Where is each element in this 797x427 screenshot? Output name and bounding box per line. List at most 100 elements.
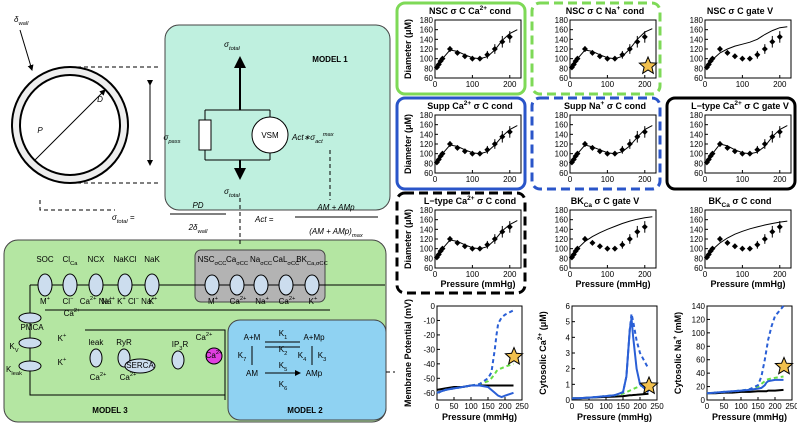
label-part: 3 <box>179 346 182 352</box>
label-part: Cl <box>63 297 71 306</box>
x-tick-label: 0 <box>433 175 438 184</box>
data-point <box>731 53 738 60</box>
label-part: 4 <box>303 357 307 363</box>
x-tick-label: 0 <box>570 402 575 411</box>
label-part: Na <box>255 297 266 306</box>
y-tick-label: 80 <box>694 159 703 168</box>
label-part: Pressure (mmHg) <box>712 412 787 422</box>
label-part: NSC <box>198 255 215 264</box>
diagram-label: AM <box>246 369 258 378</box>
y-tick-label: 80 <box>424 254 433 263</box>
y-tick-label: 2 <box>566 365 571 374</box>
label-part: Ca <box>196 333 207 342</box>
x-tick-label: 250 <box>650 402 664 411</box>
label-part: Act = <box>254 215 274 224</box>
x-tick-label: 100 <box>736 270 750 279</box>
x-tick-label: 100 <box>464 402 478 411</box>
channel <box>304 274 320 296</box>
y-tick-label: 100 <box>555 55 569 64</box>
channel <box>229 274 245 296</box>
diagram-label: A+M <box>244 333 261 342</box>
y-tick-label: 60 <box>424 74 433 83</box>
label-part: NSC σ C Ca <box>429 6 481 16</box>
label-part: 2+ <box>216 350 223 356</box>
label-part: Cl <box>63 255 71 264</box>
label-part: 2+ <box>464 100 472 107</box>
y-tick-label: 180 <box>555 16 569 25</box>
panel-frame <box>395 191 527 295</box>
label-part: Pressure (mmHg) <box>577 412 652 422</box>
y-tick-label: -30 <box>423 345 435 354</box>
data-point <box>754 51 761 58</box>
label-part: 2+ <box>537 333 544 341</box>
y-tick-label: 60 <box>559 264 568 273</box>
label-part: 2+ <box>240 296 247 302</box>
data-point <box>484 51 491 58</box>
x-tick-label: 100 <box>736 175 750 184</box>
y-tick-label: 120 <box>690 140 704 149</box>
x-tick-label: 200 <box>503 175 517 184</box>
label-part: K <box>309 297 315 306</box>
y-tick-label: 180 <box>690 206 704 215</box>
y-tick-label: 0 <box>566 396 571 405</box>
x-tick-label: 0 <box>433 270 438 279</box>
plot-area <box>436 305 523 401</box>
y-tick-label: 140 <box>555 130 569 139</box>
data-point <box>581 141 588 147</box>
diagram-label: IP3R <box>172 340 189 352</box>
data-point <box>589 239 596 246</box>
label-part: total <box>229 193 241 199</box>
label-part: + <box>314 296 318 302</box>
label-part: + <box>109 296 113 302</box>
label-part: σ C cond <box>730 196 772 206</box>
x-tick-label: 200 <box>633 402 647 411</box>
y-tick-label: 180 <box>690 111 704 120</box>
y-tick-label: 40 <box>696 369 705 378</box>
label-part: PD <box>192 201 203 210</box>
y-tick-label: 100 <box>420 55 434 64</box>
y-tick-label: 140 <box>690 225 704 234</box>
label-part: Membrane Potential (mV) <box>403 299 413 407</box>
label-part: σ <box>112 213 118 222</box>
label-part: 2+ <box>74 308 81 314</box>
diagram-label: K6 <box>279 380 288 392</box>
label-part: + <box>63 333 67 339</box>
channel <box>18 337 42 349</box>
data-point <box>634 228 641 235</box>
label-part: K <box>6 365 12 374</box>
y-tick-label: 180 <box>555 206 569 215</box>
x-tick-label: 0 <box>703 80 708 89</box>
data-point <box>716 46 723 52</box>
label-part: Diameter (μM) <box>403 209 413 269</box>
data-point <box>746 55 753 62</box>
x-tick-label: 0 <box>568 270 573 279</box>
x-tick-label: 0 <box>433 80 438 89</box>
y-tick-label: 180 <box>420 206 434 215</box>
x-tick-label: 100 <box>466 80 480 89</box>
label-part: BK <box>709 196 722 206</box>
label-part: σ <box>224 187 230 196</box>
y-tick-label: 160 <box>690 26 704 35</box>
label-part: Diameter (μM) <box>403 114 413 174</box>
label-part: D <box>97 95 103 104</box>
label-part: PMCA <box>20 323 44 332</box>
y-tick-label: 100 <box>692 329 706 338</box>
model2-box <box>227 319 387 421</box>
y-tick-label: 60 <box>559 74 568 83</box>
label-part: Supp Na <box>564 101 601 111</box>
y-tick-label: 60 <box>696 356 705 365</box>
y-tick-label: -40 <box>423 360 435 369</box>
label-part: Cytosolic Na <box>673 339 683 395</box>
label-part: + <box>672 336 679 340</box>
y-tick-label: 3 <box>566 349 571 358</box>
y-tick-label: 100 <box>555 245 569 254</box>
circuit <box>204 109 271 161</box>
label-part: leak <box>11 371 22 377</box>
label-part: Pressure (mmHg) <box>442 412 517 422</box>
line-series <box>571 318 650 400</box>
label-part: K <box>279 361 285 370</box>
label-part: 2+ <box>100 372 107 378</box>
label-part: M <box>208 297 215 306</box>
diagram-label: Act∗σactmax <box>291 132 335 145</box>
label-part: Diameter (μM) <box>403 19 413 79</box>
